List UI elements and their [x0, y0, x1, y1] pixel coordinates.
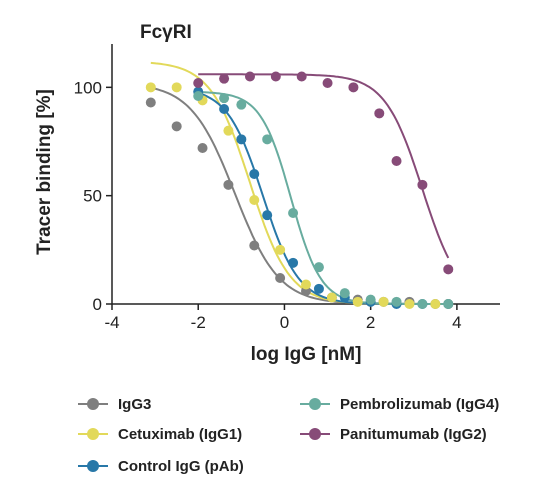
- data-point: [391, 296, 402, 307]
- chart-title: FcγRI: [140, 22, 192, 43]
- legend-marker-icon: [300, 427, 330, 441]
- legend-marker-icon: [78, 427, 108, 441]
- y-axis-label: Tracer binding [%]: [34, 89, 55, 255]
- data-point: [219, 93, 230, 104]
- data-point: [378, 296, 389, 307]
- legend-label: Pembrolizumab (IgG4): [340, 395, 500, 413]
- data-point: [322, 78, 333, 88]
- data-point: [249, 240, 260, 251]
- data-point: [430, 299, 441, 309]
- data-point: [288, 257, 299, 268]
- data-point: [249, 169, 260, 179]
- data-point: [365, 294, 376, 305]
- legend-label: Control IgG (pAb): [118, 457, 244, 475]
- fit-curve-3: [197, 91, 449, 305]
- legend-item-pembrolizumab: Pembrolizumab (IgG4): [300, 393, 499, 415]
- legend-label: Cetuximab (IgG1): [118, 425, 243, 443]
- data-point: [223, 125, 234, 136]
- y-tick-label: 0: [93, 295, 102, 314]
- legend-label: IgG3: [118, 395, 152, 413]
- data-point: [326, 292, 337, 303]
- data-point: [193, 78, 204, 88]
- data-point: [219, 104, 230, 114]
- y-tick-label: 50: [83, 187, 102, 206]
- data-point: [417, 179, 428, 190]
- data-point: [275, 244, 286, 255]
- data-point: [443, 299, 454, 309]
- y-tick-label: 100: [74, 78, 102, 97]
- legend-label: Panitumumab (IgG2): [340, 425, 487, 443]
- data-point: [145, 97, 156, 108]
- data-point: [296, 71, 307, 82]
- legend-item-panitumumab: Panitumumab (IgG2): [300, 423, 487, 445]
- data-point: [236, 99, 247, 110]
- data-point: [262, 210, 273, 221]
- legend-marker-icon: [300, 397, 330, 411]
- legend-marker-icon: [78, 397, 108, 411]
- data-point: [417, 299, 428, 309]
- data-point: [193, 91, 204, 101]
- legend-marker-icon: [78, 459, 108, 473]
- data-points: [145, 71, 454, 309]
- axes: -4 -2 0 2 4 0 50 100: [74, 44, 500, 332]
- data-point: [249, 195, 260, 205]
- x-tick-label: 4: [452, 313, 461, 332]
- legend-item-control-igg: Control IgG (pAb): [78, 455, 244, 477]
- dose-response-chart: FcγRI -4 -2 0 2 4 0 50 100 log IgG [nM] Tracer …: [34, 22, 500, 365]
- data-point: [443, 264, 454, 275]
- legend-item-igg3: IgG3: [78, 393, 151, 415]
- data-point: [391, 156, 402, 166]
- data-point: [348, 82, 359, 93]
- data-point: [262, 134, 273, 145]
- x-tick-label: -4: [104, 313, 119, 332]
- fit-curve-1: [150, 86, 449, 305]
- data-point: [404, 299, 415, 309]
- data-point: [236, 134, 247, 145]
- data-point: [301, 279, 311, 290]
- x-axis-label: log IgG [nM]: [251, 344, 362, 365]
- legend-item-cetuximab: Cetuximab (IgG1): [78, 423, 242, 445]
- data-point: [171, 82, 182, 93]
- data-point: [171, 121, 182, 132]
- x-tick-label: -2: [191, 313, 206, 332]
- data-point: [352, 296, 363, 307]
- data-point: [219, 73, 230, 84]
- x-tick-label: 2: [366, 313, 375, 332]
- data-point: [339, 288, 350, 299]
- legend: IgG3 Cetuximab (IgG1) Control IgG (pAb) …: [78, 393, 548, 483]
- data-point: [145, 82, 156, 93]
- data-point: [275, 273, 286, 283]
- fit-curve-5: [198, 73, 450, 259]
- data-point: [313, 262, 324, 273]
- data-point: [313, 283, 324, 294]
- data-point: [270, 71, 281, 82]
- data-point: [374, 108, 385, 119]
- x-tick-label: 0: [280, 313, 289, 332]
- data-point: [197, 143, 208, 153]
- data-point: [288, 208, 299, 218]
- data-point: [244, 71, 255, 82]
- data-point: [223, 179, 234, 190]
